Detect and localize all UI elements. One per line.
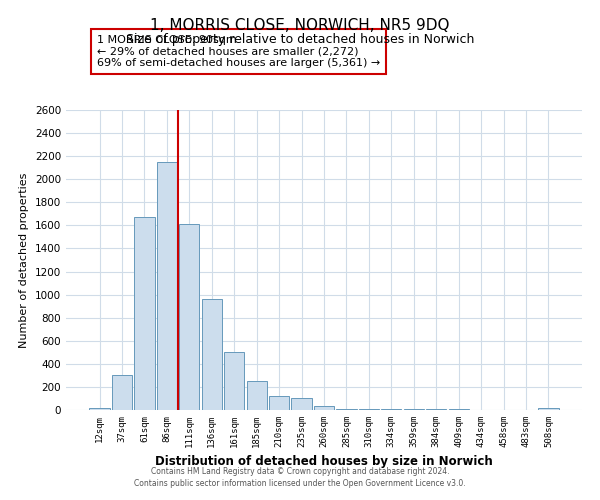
Bar	[112, 376, 132, 410]
Bar	[134, 218, 155, 410]
Y-axis label: Number of detached properties: Number of detached properties	[19, 172, 29, 348]
Text: Size of property relative to detached houses in Norwich: Size of property relative to detached ho…	[126, 32, 474, 46]
Bar	[179, 224, 199, 410]
Bar	[89, 408, 110, 410]
Text: 1, MORRIS CLOSE, NORWICH, NR5 9DQ: 1, MORRIS CLOSE, NORWICH, NR5 9DQ	[150, 18, 450, 32]
Bar	[538, 408, 559, 410]
Bar	[292, 398, 311, 410]
X-axis label: Distribution of detached houses by size in Norwich: Distribution of detached houses by size …	[155, 456, 493, 468]
Bar	[157, 162, 177, 410]
Bar	[314, 406, 334, 410]
Bar	[202, 299, 222, 410]
Text: 1 MORRIS CLOSE: 90sqm
← 29% of detached houses are smaller (2,272)
69% of semi-d: 1 MORRIS CLOSE: 90sqm ← 29% of detached …	[97, 35, 380, 68]
Bar	[224, 352, 244, 410]
Bar	[247, 380, 267, 410]
Text: Contains HM Land Registry data © Crown copyright and database right 2024.
Contai: Contains HM Land Registry data © Crown c…	[134, 466, 466, 487]
Bar	[269, 396, 289, 410]
